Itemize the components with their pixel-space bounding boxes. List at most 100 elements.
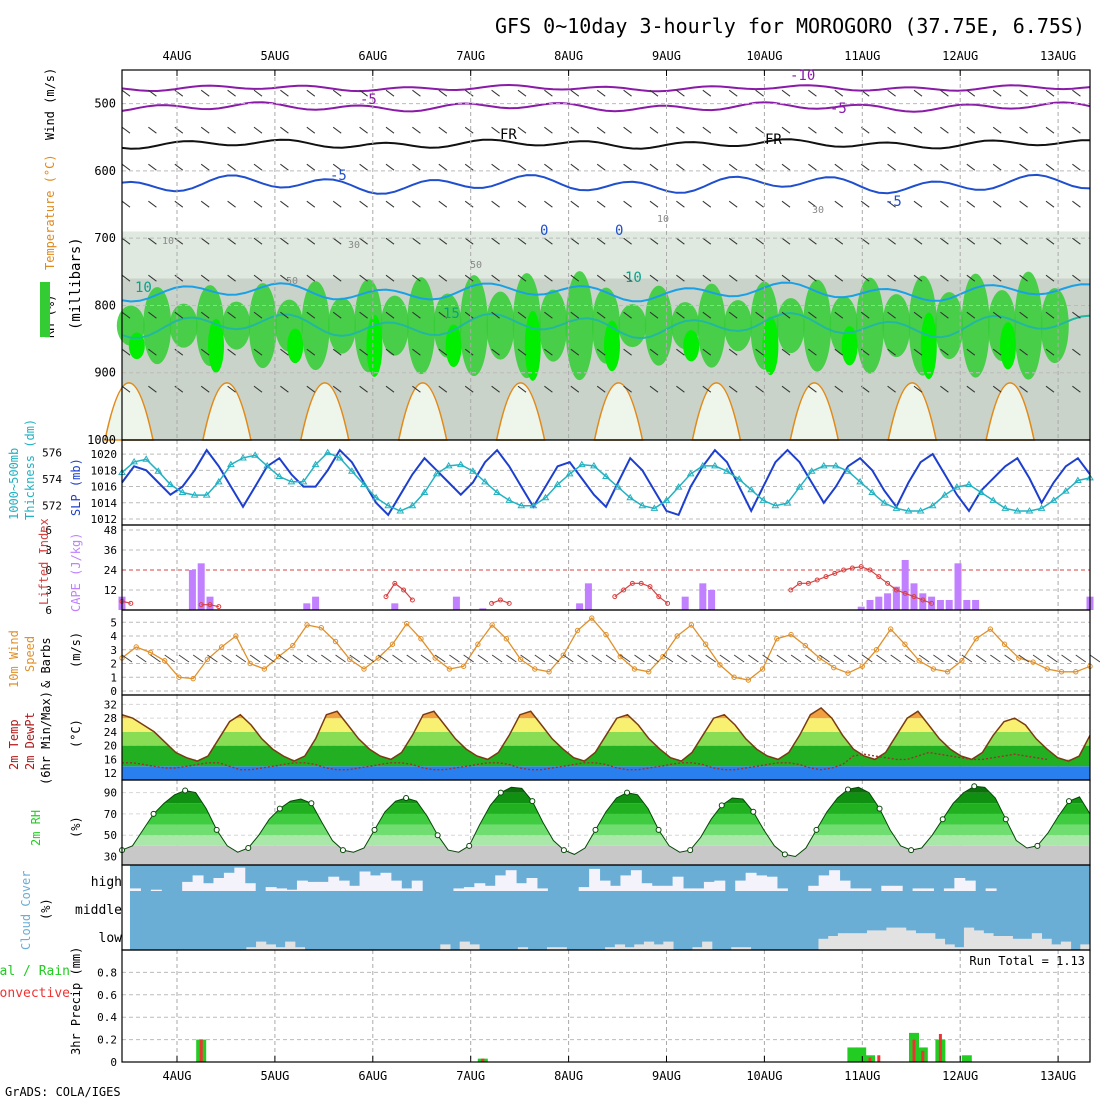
- wind-barb: [306, 126, 316, 134]
- wind-barb: [860, 200, 870, 208]
- wind-barb: [966, 311, 976, 319]
- cloud-low-bar: [818, 938, 829, 950]
- rh-point: [434, 832, 441, 839]
- wind-barb-10m: [335, 654, 346, 663]
- wind-barb: [676, 274, 685, 282]
- rh-patch: [565, 271, 594, 381]
- wind-speed-point: [247, 660, 253, 667]
- wind-barb-10m: [961, 654, 973, 663]
- thickness-point: [928, 501, 937, 509]
- wind-barb: [992, 200, 1002, 208]
- lifted-axis-label: Lifted Index: [37, 518, 51, 605]
- wind-barb: [121, 274, 131, 282]
- wind-barb: [940, 348, 949, 356]
- cloud-low-bar: [256, 941, 267, 950]
- lifted-point: [647, 584, 653, 590]
- wind-speed-point: [560, 652, 566, 658]
- temperature-axis-label: Temperature (°C): [43, 154, 57, 270]
- wind-speed-point: [589, 615, 595, 621]
- wind-barb: [385, 274, 395, 282]
- bl-dome: [593, 382, 644, 441]
- wind-speed-point: [717, 662, 723, 668]
- wind-barb-10m: [349, 654, 361, 663]
- wind-barb: [808, 200, 817, 208]
- wind-barb: [332, 385, 342, 393]
- wind-barb-10m: [719, 654, 731, 663]
- contour-label: -10: [790, 68, 815, 84]
- wind-barb: [1019, 163, 1028, 171]
- wind-barb: [728, 200, 738, 208]
- wind-speed-point: [916, 658, 922, 664]
- cape-bar: [875, 596, 883, 610]
- lifted-point: [893, 587, 899, 593]
- wind-barb: [200, 200, 210, 208]
- wind-barb: [649, 89, 659, 97]
- slp-tick: 1020: [91, 448, 118, 461]
- wind-barb: [1019, 126, 1028, 134]
- cloud-high-bar: [714, 880, 726, 891]
- thickness-point: [287, 477, 296, 485]
- wind-barb: [491, 126, 500, 134]
- thickness-point: [759, 496, 768, 503]
- rh-point: [403, 794, 410, 801]
- wind-barb: [359, 163, 368, 171]
- wind-barb-10m: [377, 654, 389, 663]
- wind-barb: [702, 348, 712, 356]
- thickness-point: [239, 453, 247, 461]
- rh-point: [371, 826, 378, 833]
- rh-point: [592, 826, 599, 833]
- wind-barb-10m: [790, 654, 802, 663]
- wind-speed-point: [788, 631, 794, 638]
- wind-barb-10m: [135, 654, 147, 663]
- cloud-low-bar: [1080, 944, 1091, 950]
- temp-tick: 32: [104, 698, 117, 711]
- thickness-point: [214, 477, 223, 485]
- wind10-label-1: 10m Wind: [7, 630, 21, 688]
- date-label-top: 5AUG: [260, 49, 289, 63]
- slp-tick: 1016: [91, 481, 118, 494]
- wind-barb: [253, 274, 263, 282]
- cloud-high-bar: [735, 880, 747, 891]
- precip-total-bar: [856, 1047, 867, 1062]
- thickness-point: [868, 488, 877, 495]
- wind-barb: [359, 126, 368, 134]
- thickness-point: [662, 496, 671, 503]
- wind-barb: [940, 89, 949, 97]
- bl-dome: [397, 382, 448, 441]
- thickness-point: [590, 461, 598, 469]
- cloud-low-bar: [934, 938, 946, 950]
- thickness-point: [444, 461, 453, 469]
- wind-barb: [359, 274, 368, 282]
- wind-speed-point: [831, 664, 837, 671]
- thickness-point: [408, 501, 417, 509]
- rh-band: [122, 786, 1090, 793]
- cloud-high-bar: [808, 885, 820, 891]
- wind-barb: [702, 237, 712, 245]
- wind-speed-point: [162, 658, 168, 664]
- wind-barb: [992, 348, 1002, 356]
- wind-barb: [1045, 237, 1055, 245]
- cloud-high-bar: [610, 885, 621, 891]
- wind-barb: [517, 385, 527, 393]
- wind-barb: [755, 126, 764, 134]
- cloud-high-bar: [307, 881, 319, 891]
- thickness-point: [989, 496, 998, 503]
- contour-label: 10: [135, 280, 152, 296]
- wind-barb: [385, 237, 395, 245]
- wind-barb: [121, 126, 131, 134]
- date-label-top: 13AUG: [1040, 49, 1076, 63]
- wind-barb-10m: [406, 654, 417, 663]
- date-label-top: 12AUG: [942, 49, 978, 63]
- wind-barb: [966, 89, 976, 97]
- pressure-unit-label: (millibars): [68, 237, 84, 330]
- rh-patch: [486, 291, 515, 360]
- wind-barb: [702, 311, 712, 319]
- thickness-line: [121, 451, 1091, 512]
- thickness-point: [1061, 487, 1070, 494]
- lifted-point: [409, 597, 415, 603]
- bl-dome: [104, 382, 154, 441]
- wind-speed-point: [517, 656, 524, 663]
- wind-barb: [1045, 348, 1055, 356]
- cloud-low-bar: [614, 944, 626, 950]
- wind10-label-3: & Barbs: [39, 637, 53, 688]
